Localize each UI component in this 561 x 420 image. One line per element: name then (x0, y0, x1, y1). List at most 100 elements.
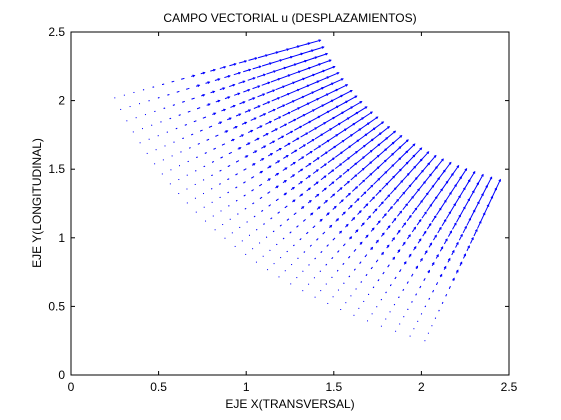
vector-point (399, 270, 401, 272)
vector-arrowhead (439, 273, 443, 277)
vector-arrow (219, 87, 225, 91)
vector-arrow (294, 125, 302, 131)
vector-arrow (312, 169, 319, 174)
vector-point (164, 145, 166, 147)
vector-point (389, 311, 391, 313)
vector-arrowhead (403, 261, 407, 265)
vector-arrowhead (238, 113, 242, 117)
vector-point (186, 88, 188, 90)
vector-arrowhead (347, 157, 351, 160)
vector-point (293, 245, 295, 247)
vector-point (179, 165, 181, 167)
vector-arrowhead (368, 215, 372, 219)
vector-point (289, 232, 291, 234)
vector-arrow (320, 151, 328, 157)
vector-arrowhead (257, 105, 261, 108)
vector-arrowhead (301, 156, 305, 160)
vector-arrowhead (336, 218, 340, 221)
vector-point (399, 323, 401, 325)
vector-arrowhead (371, 227, 375, 231)
vector-arrowhead (434, 234, 437, 238)
vector-arrowhead (326, 139, 330, 143)
vector-arrowhead (340, 199, 344, 203)
vector-point (327, 302, 329, 304)
vector-arrowhead (254, 57, 258, 60)
vector-arrow (441, 219, 447, 227)
vector-arrow (357, 167, 365, 175)
vector-arrow (459, 168, 468, 180)
vector-arrow (356, 156, 365, 164)
vector-point (228, 205, 230, 207)
vector-point (279, 225, 281, 227)
vector-arrowhead (277, 97, 281, 100)
vector-arrow (289, 88, 300, 94)
vector-point (262, 255, 264, 257)
vector-arrow (372, 208, 378, 214)
vector-arrow (406, 234, 411, 240)
vector-arrowhead (397, 229, 401, 233)
vector-point (296, 226, 298, 228)
vector-arrow (381, 182, 389, 190)
vector-arrow (262, 101, 270, 106)
vector-arrowhead (232, 104, 236, 108)
vector-arrowhead (429, 242, 433, 246)
vector-arrow (275, 67, 286, 72)
vector-arrow (473, 229, 478, 237)
vector-arrow (349, 151, 358, 158)
vector-point (286, 251, 288, 253)
vector-point (204, 152, 206, 154)
vector-arrowhead (287, 111, 291, 115)
vector-arrowhead (420, 199, 423, 203)
vector-arrowhead (343, 211, 346, 215)
vector-point (276, 244, 278, 246)
vector-arrowhead (254, 150, 258, 153)
vector-arrow (276, 104, 285, 110)
vector-point (286, 219, 288, 221)
vector-arrow (320, 163, 327, 169)
vector-point (191, 98, 193, 100)
vector-point (211, 174, 213, 176)
vector-arrowhead (287, 92, 291, 96)
vector-arrowhead (275, 128, 279, 131)
vector-arrow (276, 48, 289, 53)
vector-arrowhead (241, 134, 245, 137)
vector-arrow (376, 220, 381, 226)
vector-arrowhead (464, 167, 468, 171)
vector-arrow (494, 179, 501, 192)
vector-point (424, 340, 426, 342)
vector-arrow (252, 65, 262, 70)
vector-arrowhead (273, 70, 277, 73)
vector-arrow (305, 39, 321, 45)
vector-arrowhead (314, 127, 318, 130)
vector-arrowhead (333, 205, 337, 209)
vector-point (180, 151, 182, 153)
vector-point (141, 128, 143, 130)
chart-title: CAMPO VECTORIAL u (DESPLAZAMIENTOS) (163, 11, 416, 25)
vector-point (235, 174, 237, 176)
vector-arrow (456, 214, 461, 223)
vector-arrowhead (242, 101, 246, 104)
vector-arrow (467, 171, 476, 184)
vector-arrowhead (300, 180, 303, 184)
vector-arrowhead (427, 269, 430, 273)
vector-point (382, 273, 384, 275)
vector-arrow (277, 135, 284, 140)
vector-arrow (290, 149, 297, 154)
vector-point (296, 277, 298, 279)
vector-arrow (386, 225, 391, 231)
vector-arrowhead (339, 187, 343, 190)
vector-point (236, 161, 238, 163)
vector-arrowhead (237, 92, 241, 96)
vector-point (211, 188, 213, 190)
vector-point (314, 258, 316, 260)
vector-arrowhead (267, 81, 271, 85)
vector-arrowhead (393, 130, 397, 134)
vector-arrow (360, 191, 367, 198)
vector-point (178, 179, 180, 181)
vector-point (169, 118, 171, 120)
vector-arrow (297, 168, 303, 173)
vector-arrowhead (244, 121, 248, 125)
vector-point (424, 306, 426, 308)
vector-arrowhead (364, 106, 368, 109)
